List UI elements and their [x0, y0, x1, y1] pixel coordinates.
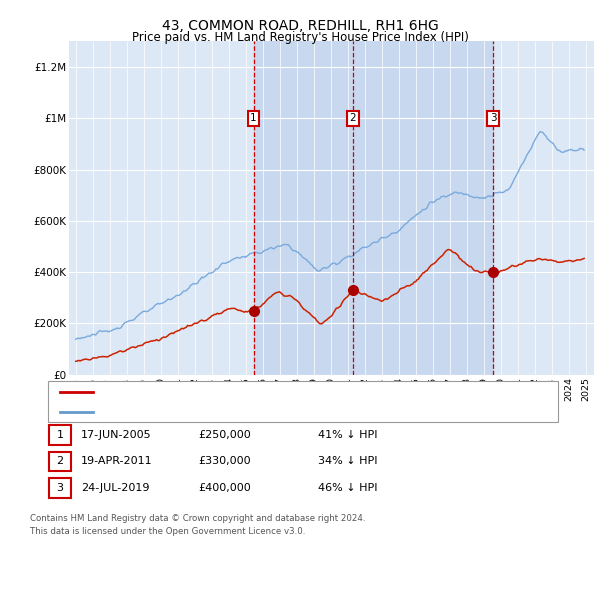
Text: £250,000: £250,000	[198, 430, 251, 440]
Text: 3: 3	[56, 483, 64, 493]
Text: 24-JUL-2019: 24-JUL-2019	[81, 483, 149, 493]
Text: 43, COMMON ROAD, REDHILL, RH1 6HG: 43, COMMON ROAD, REDHILL, RH1 6HG	[161, 19, 439, 33]
Text: 2: 2	[349, 113, 356, 123]
Text: 1: 1	[250, 113, 257, 123]
Text: 3: 3	[490, 113, 496, 123]
Bar	[353, 41, 493, 375]
Text: Price paid vs. HM Land Registry's House Price Index (HPI): Price paid vs. HM Land Registry's House …	[131, 31, 469, 44]
Text: Contains HM Land Registry data © Crown copyright and database right 2024.
This d: Contains HM Land Registry data © Crown c…	[30, 514, 365, 536]
Text: £330,000: £330,000	[198, 457, 251, 466]
Text: 1: 1	[56, 430, 64, 440]
Text: 46% ↓ HPI: 46% ↓ HPI	[318, 483, 377, 493]
Text: 17-JUN-2005: 17-JUN-2005	[81, 430, 152, 440]
Text: 34% ↓ HPI: 34% ↓ HPI	[318, 457, 377, 466]
Bar	[254, 41, 353, 375]
Text: £400,000: £400,000	[198, 483, 251, 493]
Text: 41% ↓ HPI: 41% ↓ HPI	[318, 430, 377, 440]
Text: 43, COMMON ROAD, REDHILL, RH1 6HG (detached house): 43, COMMON ROAD, REDHILL, RH1 6HG (detac…	[98, 387, 400, 396]
Text: 19-APR-2011: 19-APR-2011	[81, 457, 152, 466]
Text: HPI: Average price, detached house, Reigate and Banstead: HPI: Average price, detached house, Reig…	[98, 408, 406, 417]
Text: 2: 2	[56, 457, 64, 466]
